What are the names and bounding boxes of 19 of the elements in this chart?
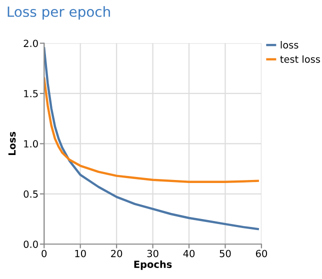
x-tick-label: 60 (256, 250, 268, 258)
y-tick-label: 1.0 (24, 140, 38, 148)
x-tick-label: 10 (75, 250, 86, 258)
x-tick-label: 0 (42, 250, 47, 258)
y-tick-label: 1.5 (24, 90, 38, 98)
y-tick-label: 2.0 (24, 40, 38, 48)
x-tick-label: 50 (220, 250, 231, 258)
legend-label: test loss (280, 55, 320, 63)
y-tick-label: 0.0 (24, 240, 38, 248)
line-series (44, 47, 259, 230)
chart-title: Loss per epoch (8, 6, 110, 20)
legend-label: loss (280, 41, 298, 49)
y-tick-label: 0.5 (24, 190, 38, 198)
y-axis-title: Loss (8, 132, 16, 156)
x-axis-title: Epochs (134, 260, 172, 270)
x-tick-label: 30 (147, 250, 158, 258)
line-series (44, 77, 259, 183)
x-tick-label: 40 (183, 250, 195, 258)
x-tick-label: 20 (111, 250, 122, 258)
